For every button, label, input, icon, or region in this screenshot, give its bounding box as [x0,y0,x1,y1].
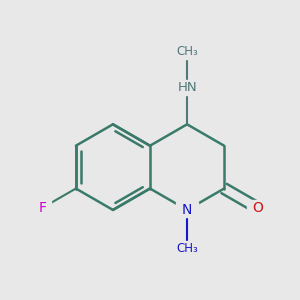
Bar [34,200,52,215]
Text: F: F [38,201,46,215]
Bar [247,200,268,215]
Bar [166,241,208,256]
Text: CH₃: CH₃ [176,45,198,58]
Text: HN: HN [177,81,197,94]
Bar [166,44,208,59]
Text: CH₃: CH₃ [176,242,198,255]
Bar [172,80,203,95]
Text: O: O [252,201,263,215]
Bar [176,202,198,217]
Text: N: N [182,203,192,217]
